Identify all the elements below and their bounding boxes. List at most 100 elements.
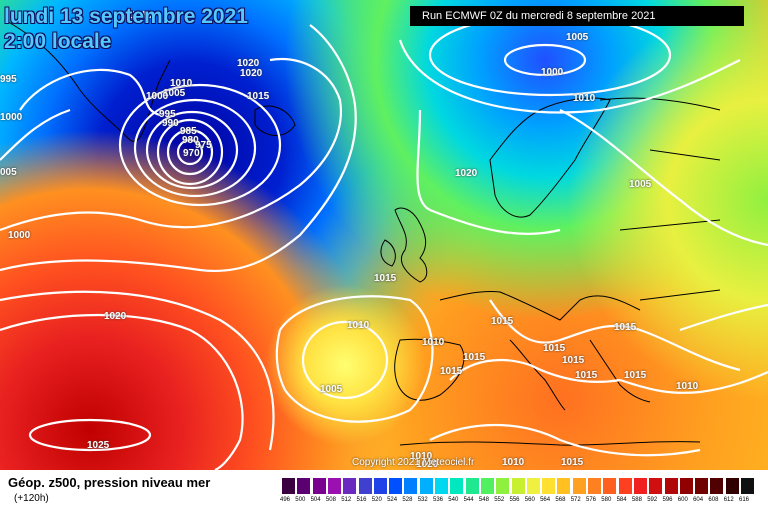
legend-label: 524 xyxy=(387,497,398,503)
isobar-label: 1015 xyxy=(543,343,566,354)
legend-label: 540 xyxy=(448,497,459,503)
map-title: Géop. z500, pression niveau mer xyxy=(8,475,211,490)
isobar-label: 005 xyxy=(0,167,17,178)
isobar-label: 1015 xyxy=(440,366,463,377)
legend-swatch xyxy=(603,478,618,494)
legend-label: 596 xyxy=(662,497,673,503)
legend-swatch xyxy=(725,478,740,494)
legend-label: 532 xyxy=(417,497,428,503)
legend-swatch xyxy=(526,478,541,494)
isobar-label: 970 xyxy=(183,148,200,159)
isobar-label: 995 xyxy=(0,74,17,85)
isobar-label: 1000 xyxy=(541,67,564,78)
legend-label: 608 xyxy=(708,497,719,503)
legend-swatch xyxy=(373,478,388,494)
legend-label: 584 xyxy=(616,497,627,503)
legend-swatch xyxy=(435,478,449,494)
isobar-label: 1015 xyxy=(624,370,647,381)
legend-swatch xyxy=(679,478,694,494)
legend-label: 560 xyxy=(524,497,535,503)
legend-swatch xyxy=(358,478,373,494)
isobar-label: 1015 xyxy=(614,322,637,333)
legend-label: 528 xyxy=(402,497,413,503)
legend-swatch xyxy=(480,478,495,494)
isobar-label: 1015 xyxy=(247,91,270,102)
legend-swatch xyxy=(389,478,404,494)
run-info-box: Run ECMWF 0Z du mercredi 8 septembre 202… xyxy=(410,6,744,26)
legend-label: 556 xyxy=(509,497,520,503)
legend-label: 564 xyxy=(540,497,551,503)
legend-label: 504 xyxy=(310,497,321,503)
legend-swatch xyxy=(572,478,587,494)
isobar-label: 1015 xyxy=(491,316,514,327)
isobar-label: 1020 xyxy=(416,459,439,470)
isobar-label: 1010 xyxy=(170,78,193,89)
isobar-label: 1020 xyxy=(237,58,260,69)
isobar-label: 1000 xyxy=(0,112,23,123)
legend-swatch xyxy=(588,478,602,494)
legend-label: 552 xyxy=(494,497,505,503)
legend-swatch xyxy=(710,478,725,494)
isobar-label: 985 xyxy=(180,126,197,137)
copyright-text: Copyright 2021 Meteociel.fr xyxy=(352,457,475,468)
isobar-label: 1015 xyxy=(562,355,585,366)
isobar-label: 1015 xyxy=(374,273,397,284)
legend-label: 520 xyxy=(371,497,382,503)
isobar-label: 1010 xyxy=(676,381,699,392)
isobar-label: 1010 xyxy=(410,451,433,462)
legend-swatch xyxy=(343,478,358,494)
isobar-label: 1005 xyxy=(629,179,652,190)
legend-label: 580 xyxy=(601,497,612,503)
legend-swatch xyxy=(496,478,511,494)
isobar-label: 990 xyxy=(162,118,179,129)
color-scale-legend: 496 500 504 508 512 516 520 524 528 532 536 540 544 5… xyxy=(280,478,758,506)
legend-swatch xyxy=(511,478,526,494)
legend-label: 512 xyxy=(341,497,352,503)
legend-swatch xyxy=(664,478,679,494)
map-footer: Géop. z500, pression niveau mer (+120h) … xyxy=(0,470,768,512)
forecast-lead-time: (+120h) xyxy=(14,493,49,504)
isobar-label: 980 xyxy=(182,135,199,146)
isobar-label: 1020 xyxy=(104,311,127,322)
forecast-time: 2:00 locale xyxy=(4,30,112,53)
geopotential-field xyxy=(0,0,768,470)
legend-swatch xyxy=(618,478,633,494)
legend-swatch xyxy=(327,478,342,494)
isobar-label: 975 xyxy=(195,140,212,151)
legend-swatch xyxy=(542,478,557,494)
isobar-label: 1005 xyxy=(320,384,343,395)
legend-label: 572 xyxy=(570,497,581,503)
isobar-label: 1015 xyxy=(561,457,584,468)
legend-label: 588 xyxy=(631,497,642,503)
weather-map: 1015 995 1000 005 1000 1010 1005 1000 995 990 985 9… xyxy=(0,0,768,470)
legend-label: 516 xyxy=(356,497,367,503)
legend-swatch xyxy=(404,478,419,494)
legend-label: 612 xyxy=(723,497,734,503)
legend-swatch xyxy=(465,478,480,494)
isobar-label: 1005 xyxy=(163,88,186,99)
legend-label: 616 xyxy=(739,497,750,503)
legend-label: 604 xyxy=(693,497,704,503)
isobar-label: 1020 xyxy=(240,68,263,79)
legend-label: 600 xyxy=(677,497,688,503)
legend-swatch xyxy=(557,478,572,494)
legend-swatch xyxy=(695,478,710,494)
isobar-label: 1025 xyxy=(87,440,110,451)
coastlines xyxy=(4,19,721,446)
isobar-label: 1015 xyxy=(575,370,598,381)
legend-label: 500 xyxy=(295,497,306,503)
isobar-label: 1010 xyxy=(347,320,370,331)
isobar-label: 995 xyxy=(159,109,176,120)
legend-swatch xyxy=(450,478,465,494)
legend-swatch xyxy=(312,478,327,494)
legend-swatch xyxy=(419,478,434,494)
legend-label: 568 xyxy=(555,497,566,503)
legend-swatch xyxy=(297,478,312,494)
isobar-label: 1000 xyxy=(8,230,31,241)
forecast-date: lundi 13 septembre 2021 xyxy=(4,5,248,28)
isobar-label: 1015 xyxy=(130,10,153,21)
isobar-label: 1000 xyxy=(146,91,169,102)
legend-label: 508 xyxy=(325,497,336,503)
run-info-label: Run ECMWF 0Z du mercredi 8 septembre 202… xyxy=(422,10,656,22)
isobar-label: 1010 xyxy=(422,337,445,348)
